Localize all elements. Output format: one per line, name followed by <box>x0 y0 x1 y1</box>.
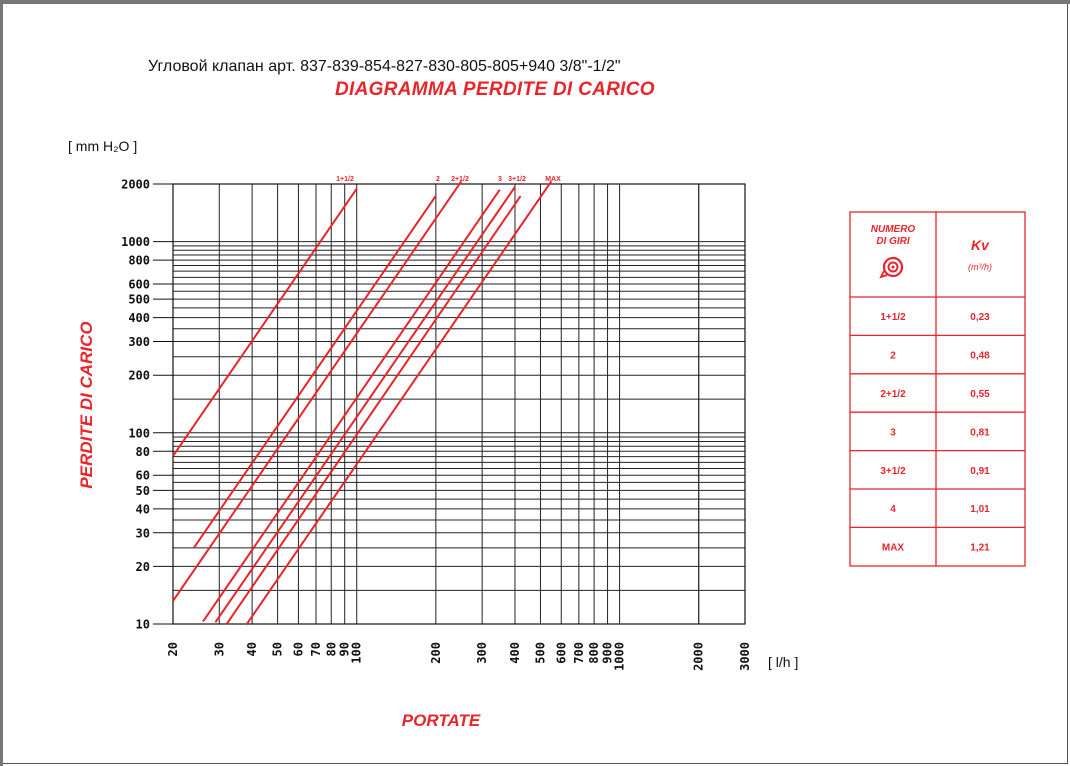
kv-value-cell: 1,21 <box>970 543 990 554</box>
y-tick-label: 800 <box>128 254 150 268</box>
kv-table: NUMERO DI GIRI Kv (m³/h) 1+1/2 0,23 2 0,48 2… <box>849 211 1026 567</box>
x-tick-label: 300 <box>475 642 489 664</box>
y-tick-label: 2000 <box>121 178 150 192</box>
chart-grid <box>172 183 746 625</box>
x-tick-label: 600 <box>554 642 568 664</box>
kv-table-rows: 1+1/2 0,23 2 0,48 2+1/2 0,55 3 0,81 3+1/2 0,91 4 1,… <box>850 312 1025 554</box>
series-line <box>225 195 522 625</box>
x-tick-label: 700 <box>572 642 586 664</box>
series-line <box>245 180 553 626</box>
handwheel-icon <box>879 256 904 279</box>
x-tick-label: 50 <box>271 642 285 656</box>
x-tick-label: 40 <box>245 642 259 656</box>
kv-value-cell: 0,81 <box>970 427 990 438</box>
y-tick-label: 1000 <box>121 235 150 249</box>
chart-annotations: 1+1/2 2 2+1/2 3 3+1/2 MAX <box>336 176 561 183</box>
kv-giri-cell: 1+1/2 <box>880 312 906 323</box>
y-tick-label: 100 <box>128 426 150 440</box>
kv-header-kv: Kv <box>971 237 990 253</box>
y-tick-label: 600 <box>128 277 150 291</box>
x-tick-label: 800 <box>587 642 601 664</box>
x-tick-label: 100 <box>350 642 364 664</box>
x-tick-label: 1000 <box>613 642 627 671</box>
y-tick-label: 300 <box>128 335 150 349</box>
series-annotation: 2+1/2 <box>451 176 469 183</box>
page-caption: Угловой клапан арт. 837-839-854-827-830-… <box>148 58 621 75</box>
series-line <box>202 189 501 623</box>
x-tick-label: 70 <box>309 642 323 656</box>
series-line <box>214 186 516 623</box>
kv-giri-cell: MAX <box>882 543 905 554</box>
frame-left-edge <box>0 0 3 766</box>
x-tick-label: 60 <box>291 642 305 656</box>
y-tick-label: 500 <box>128 293 150 307</box>
x-tick-label: 20 <box>166 642 180 656</box>
y-axis-unit: [ mm H₂O ] <box>68 138 137 154</box>
y-tick-label: 200 <box>128 369 150 383</box>
kv-value-cell: 0,48 <box>970 351 990 362</box>
y-tick-label: 50 <box>136 484 150 498</box>
kv-giri-cell: 2+1/2 <box>880 389 906 400</box>
kv-header-unit: (m³/h) <box>968 262 992 272</box>
kv-giri-cell: 2 <box>890 351 896 362</box>
series-annotation: 2 <box>436 176 440 183</box>
chart-title: DIAGRAMMA PERDITE DI CARICO <box>335 79 655 100</box>
x-tick-label: 30 <box>212 642 226 656</box>
y-tick-label: 10 <box>136 618 150 632</box>
y-tick-label: 60 <box>136 469 150 483</box>
series-line <box>192 195 437 549</box>
x-tick-label: 2000 <box>692 642 706 671</box>
x-axis-label: PORTATE <box>402 711 481 730</box>
x-tick-label: 80 <box>324 642 338 656</box>
y-tick-label: 40 <box>136 502 150 516</box>
y-axis-label: PERDITE DI CARICO <box>77 321 96 488</box>
kv-header-di-giri: DI GIRI <box>876 236 910 247</box>
kv-value-cell: 0,23 <box>970 312 990 323</box>
y-tick-label: 80 <box>136 445 150 459</box>
y-tick-label: 20 <box>136 560 150 574</box>
kv-value-cell: 0,91 <box>970 466 990 477</box>
x-tick-label: 90 <box>338 642 352 656</box>
series-annotation: 3 <box>498 176 502 183</box>
kv-table-border <box>849 211 1026 567</box>
series-annotation: 1+1/2 <box>336 176 354 183</box>
x-tick-label: 3000 <box>738 642 752 671</box>
x-axis-unit: [ l/h ] <box>768 654 798 670</box>
kv-giri-cell: 4 <box>890 504 896 515</box>
series-annotation: 3+1/2 <box>508 176 526 183</box>
x-tick-label: 400 <box>508 642 522 664</box>
frame-top-edge <box>0 0 1070 4</box>
x-tick-label: 900 <box>601 642 615 664</box>
kv-giri-cell: 3 <box>890 427 896 438</box>
kv-header-numero: NUMERO <box>871 224 916 235</box>
x-tick-label: 200 <box>429 642 443 664</box>
chart-series <box>172 180 553 626</box>
x-tick-label: 500 <box>533 642 547 664</box>
kv-value-cell: 1,01 <box>970 504 990 515</box>
kv-value-cell: 0,55 <box>970 389 990 400</box>
kv-giri-cell: 3+1/2 <box>880 466 906 477</box>
y-tick-label: 30 <box>136 526 150 540</box>
chart-axes: 1020304050608010020030040050060080010002… <box>121 178 752 671</box>
series-line <box>172 180 463 602</box>
series-line <box>172 188 358 457</box>
y-tick-label: 400 <box>128 311 150 325</box>
series-annotation: MAX <box>545 176 561 183</box>
